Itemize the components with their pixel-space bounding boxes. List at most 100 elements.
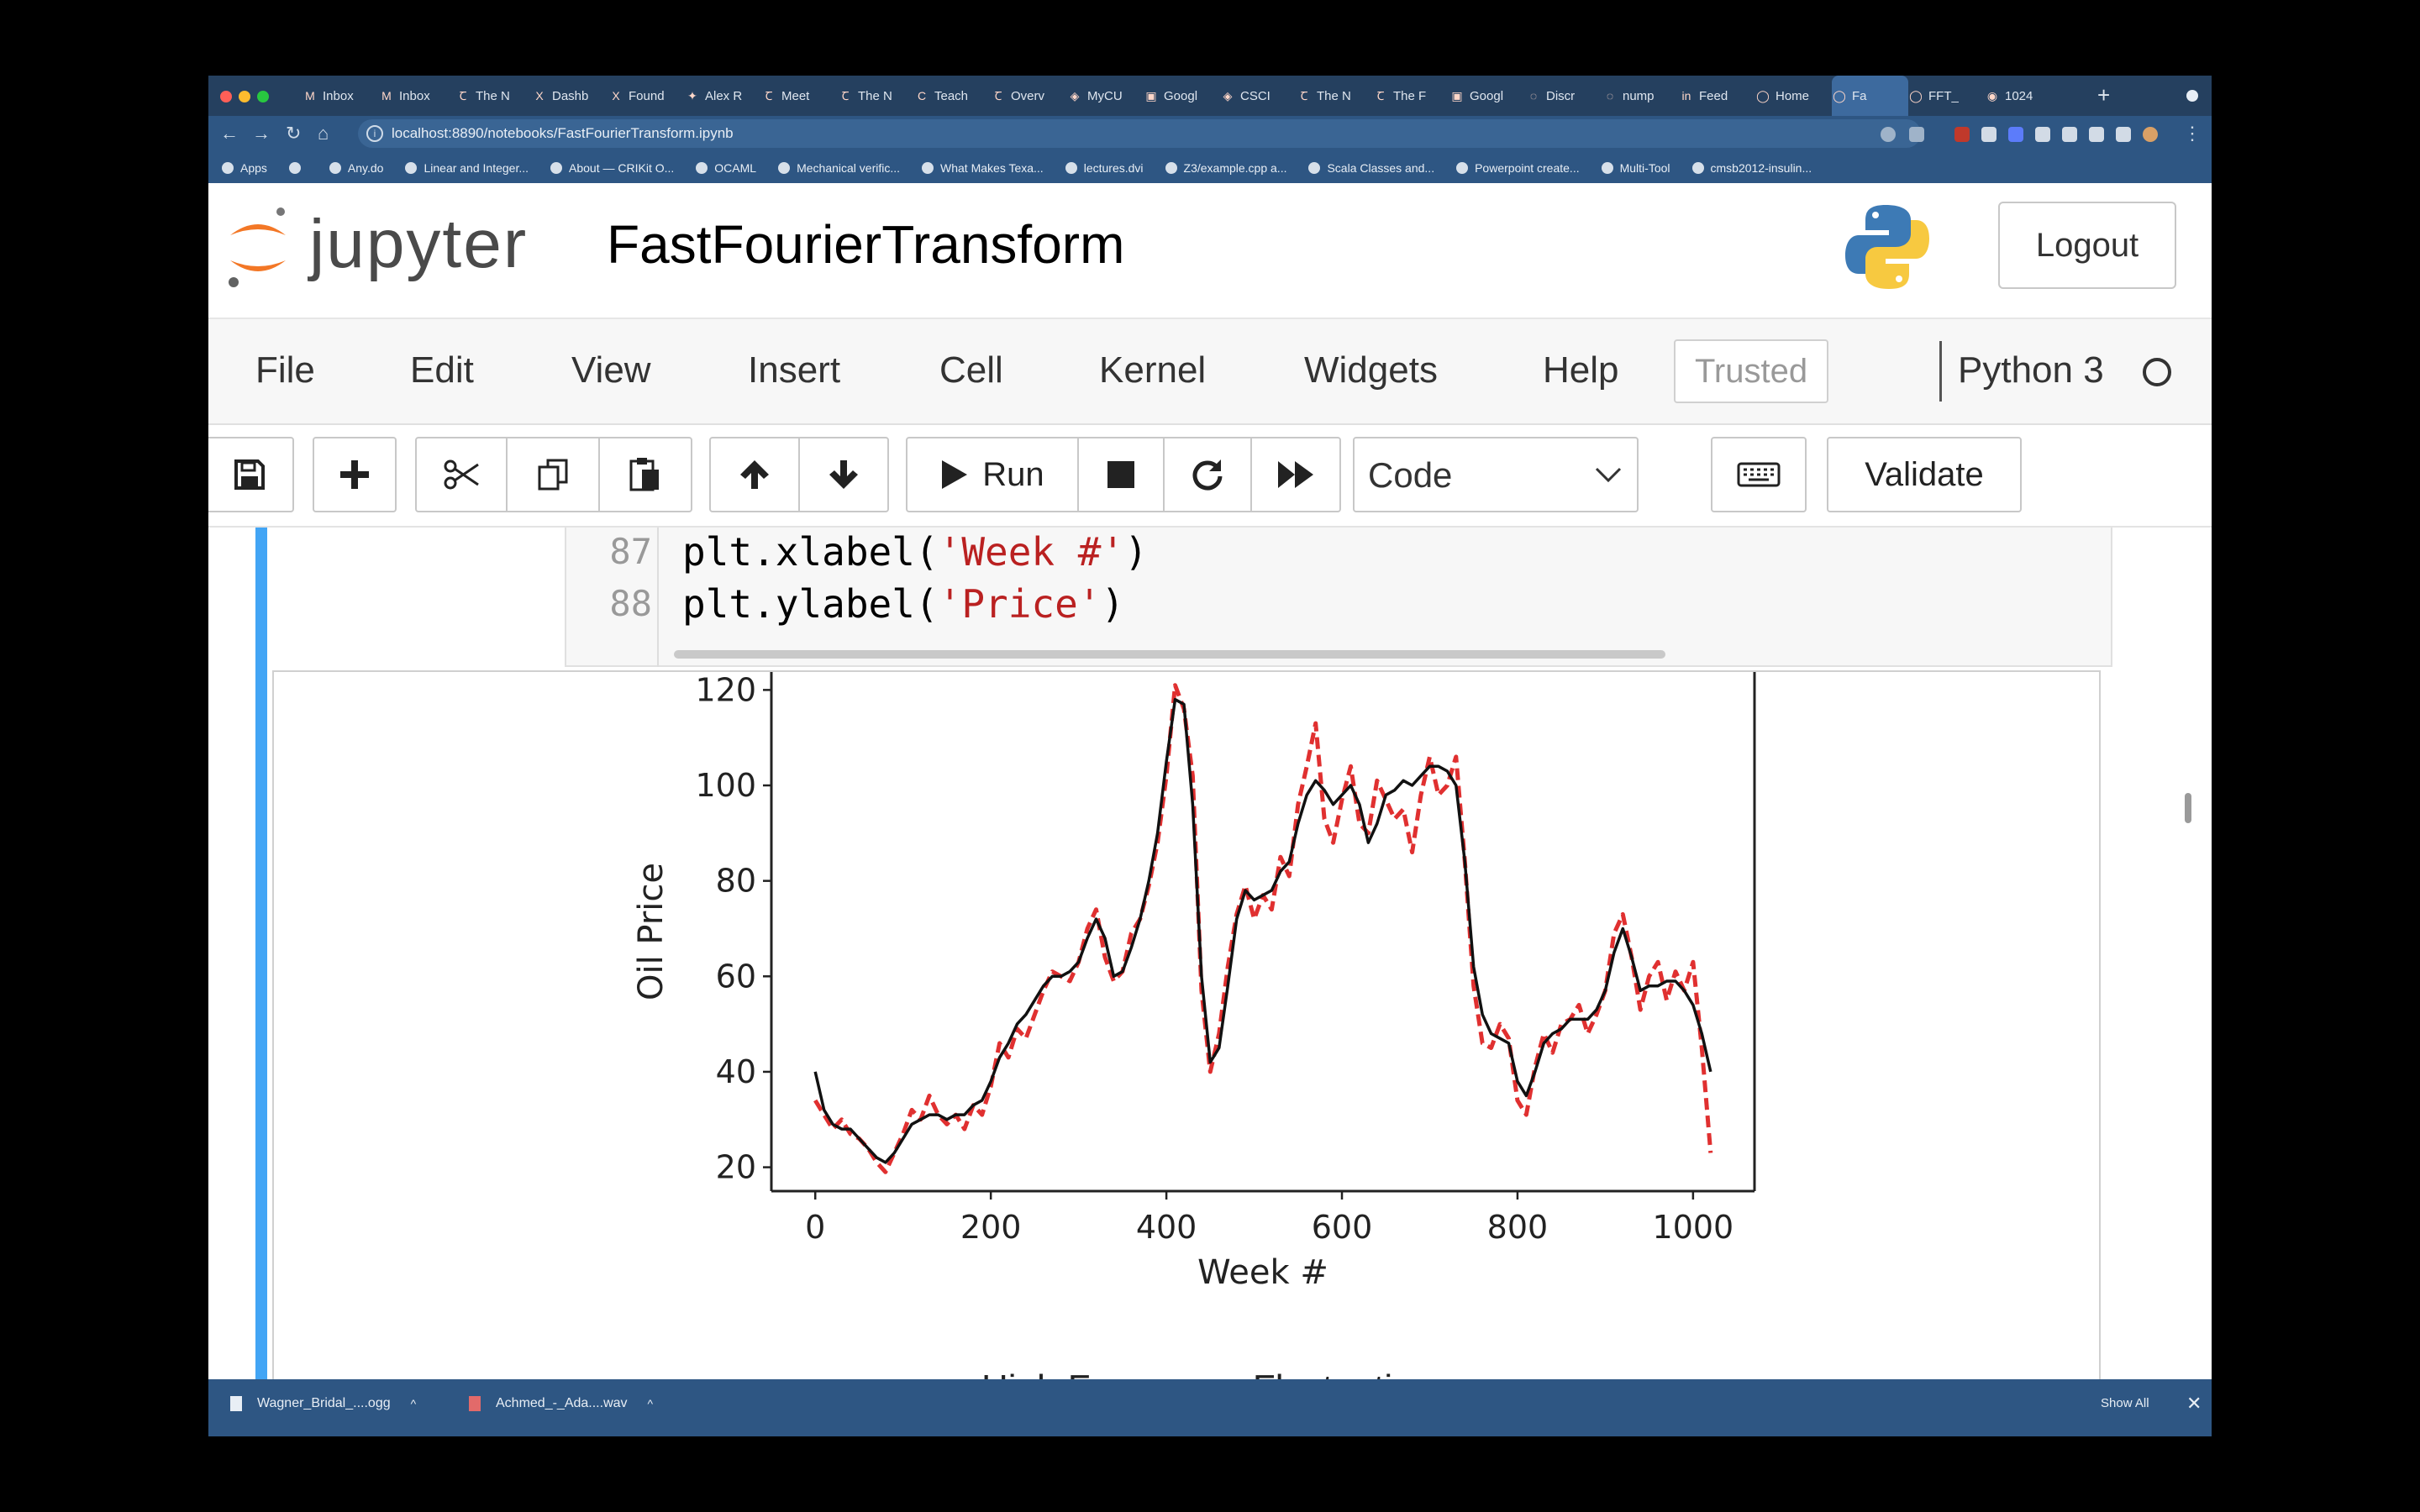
notebook-title[interactable]: FastFourierTransform — [607, 214, 1125, 275]
url-field[interactable]: i localhost:8890/notebooks/FastFourierTr… — [358, 119, 1921, 148]
browser-tab[interactable]: M Inbox — [379, 76, 455, 116]
browser-tab[interactable]: in Feed — [1679, 76, 1755, 116]
paste-button[interactable] — [598, 437, 692, 512]
chevron-up-icon[interactable]: ^ — [647, 1397, 654, 1410]
browser-tab[interactable]: ◈ MyCU — [1067, 76, 1144, 116]
bookmark-item[interactable]: Any.do — [329, 161, 383, 175]
extension-icon[interactable] — [2008, 127, 2023, 142]
jupyter-logo-icon[interactable] — [224, 202, 292, 294]
home-icon[interactable]: ⌂ — [318, 123, 329, 144]
bookmark-star-icon[interactable] — [1909, 127, 1924, 142]
profile-icon[interactable] — [2186, 90, 2198, 102]
menu-file[interactable]: File — [255, 349, 315, 391]
close-icon[interactable]: ✕ — [2186, 1393, 2202, 1414]
validate-button[interactable]: Validate — [1827, 437, 2022, 512]
avatar[interactable] — [2143, 127, 2158, 142]
browser-tab[interactable]: Ꞇ The F — [1373, 76, 1449, 116]
extension-icon[interactable] — [2035, 127, 2050, 142]
new-tab-icon[interactable]: + — [2097, 82, 2111, 108]
close-window-icon[interactable] — [220, 91, 232, 102]
browser-tab[interactable]: ◯ Home — [1755, 76, 1832, 116]
move-cell-up-button[interactable] — [709, 437, 800, 512]
puzzle-icon[interactable] — [2116, 127, 2131, 142]
browser-tab[interactable]: ◯ Fa — [1832, 76, 1908, 116]
bookmark-item[interactable]: What Makes Texa... — [922, 161, 1044, 175]
browser-tab[interactable]: M Inbox — [302, 76, 379, 116]
move-cell-down-button[interactable] — [798, 437, 889, 512]
horizontal-scrollbar[interactable] — [674, 650, 1665, 659]
browser-menu-icon[interactable]: ⋮ — [2183, 123, 2202, 144]
bookmark-item[interactable]: Linear and Integer... — [405, 161, 529, 175]
extension-icon[interactable] — [1981, 127, 1996, 142]
code-line[interactable]: plt.ylabel('Price') — [682, 581, 1124, 627]
extension-icon[interactable] — [2089, 127, 2104, 142]
browser-tab[interactable]: Ꞇ The N — [838, 76, 914, 116]
zoom-icon[interactable] — [1881, 127, 1896, 142]
browser-tab[interactable]: X Found — [608, 76, 685, 116]
code-cell-input[interactable] — [565, 528, 2112, 667]
bookmark-item[interactable]: cmsb2012-insulin... — [1691, 161, 1812, 175]
show-all-button[interactable]: Show All — [2101, 1396, 2149, 1410]
browser-tab[interactable]: ◌ Discr — [1526, 76, 1602, 116]
browser-tab[interactable]: Ꞇ Meet — [761, 76, 838, 116]
code-line[interactable]: plt.xlabel('Week #') — [682, 529, 1148, 575]
bookmark-item[interactable]: Mechanical verific... — [778, 161, 900, 175]
run-button[interactable]: Run — [906, 437, 1079, 512]
vertical-scrollbar[interactable] — [2185, 793, 2191, 823]
chevron-up-icon[interactable]: ^ — [410, 1397, 417, 1410]
insert-cell-button[interactable] — [313, 437, 397, 512]
menu-help[interactable]: Help — [1543, 349, 1619, 391]
browser-tab[interactable]: ▣ Googl — [1449, 76, 1526, 116]
browser-tab[interactable]: ◌ nump — [1602, 76, 1679, 116]
browser-tab[interactable]: Ꞇ Overv — [991, 76, 1067, 116]
save-button[interactable] — [208, 437, 294, 512]
browser-tab[interactable]: X Dashb — [532, 76, 608, 116]
browser-tab[interactable]: C Teach — [914, 76, 991, 116]
browser-tab[interactable]: ◈ CSCI — [1220, 76, 1297, 116]
bookmark-item[interactable] — [288, 162, 308, 174]
download-name: Achmed_-_Ada....wav — [496, 1396, 628, 1410]
bookmark-item[interactable]: Scala Classes and... — [1308, 161, 1434, 175]
browser-tab[interactable]: ✦ Alex R — [685, 76, 761, 116]
site-info-icon[interactable]: i — [366, 125, 383, 142]
browser-tab[interactable]: ▣ Googl — [1144, 76, 1220, 116]
logout-button[interactable]: Logout — [1998, 202, 2176, 289]
google-icon: ▣ — [1451, 88, 1463, 102]
restart-run-all-button[interactable] — [1250, 437, 1341, 512]
bookmark-item[interactable]: About — CRIKit O... — [550, 161, 674, 175]
forward-icon[interactable]: → — [252, 123, 271, 144]
cut-button[interactable] — [415, 437, 508, 512]
restart-kernel-button[interactable] — [1163, 437, 1252, 512]
command-palette-button[interactable] — [1711, 437, 1807, 512]
trusted-indicator[interactable]: Trusted — [1674, 339, 1828, 403]
menu-edit[interactable]: Edit — [410, 349, 474, 391]
maximize-window-icon[interactable] — [257, 91, 269, 102]
bookmark-item[interactable]: Apps — [222, 161, 267, 175]
browser-tab[interactable]: Ꞇ The N — [1297, 76, 1373, 116]
menu-widgets[interactable]: Widgets — [1304, 349, 1438, 391]
bookmark-item[interactable]: Z3/example.cpp a... — [1165, 161, 1286, 175]
copy-button[interactable] — [506, 437, 600, 512]
menu-view[interactable]: View — [571, 349, 651, 391]
bookmark-item[interactable]: lectures.dvi — [1065, 161, 1144, 175]
browser-tab[interactable]: Ꞇ The N — [455, 76, 532, 116]
jupyter-header: jupyter FastFourierTransform Logout — [208, 183, 2212, 319]
download-item[interactable]: Wagner_Bridal_....ogg ^ — [230, 1396, 416, 1411]
cell-type-select[interactable]: Code — [1353, 437, 1639, 512]
menu-insert[interactable]: Insert — [748, 349, 841, 391]
extension-icon[interactable] — [1954, 127, 1970, 142]
browser-tab[interactable]: ◉ 1024 — [1985, 76, 2061, 116]
browser-tab[interactable]: ◯ FFT_ — [1908, 76, 1985, 116]
reload-icon[interactable]: ↻ — [286, 123, 302, 144]
back-icon[interactable]: ← — [220, 123, 239, 144]
download-item[interactable]: Achmed_-_Ada....wav ^ — [469, 1396, 653, 1411]
minimize-window-icon[interactable] — [239, 91, 250, 102]
bookmark-item[interactable]: Multi-Tool — [1601, 161, 1670, 175]
bookmark-item[interactable]: Powerpoint create... — [1456, 161, 1580, 175]
interrupt-kernel-button[interactable] — [1077, 437, 1165, 512]
extension-icon[interactable] — [2062, 127, 2077, 142]
kernel-name[interactable]: Python 3 — [1958, 349, 2104, 391]
menu-kernel[interactable]: Kernel — [1099, 349, 1207, 391]
bookmark-item[interactable]: OCAML — [696, 161, 756, 175]
menu-cell[interactable]: Cell — [939, 349, 1003, 391]
